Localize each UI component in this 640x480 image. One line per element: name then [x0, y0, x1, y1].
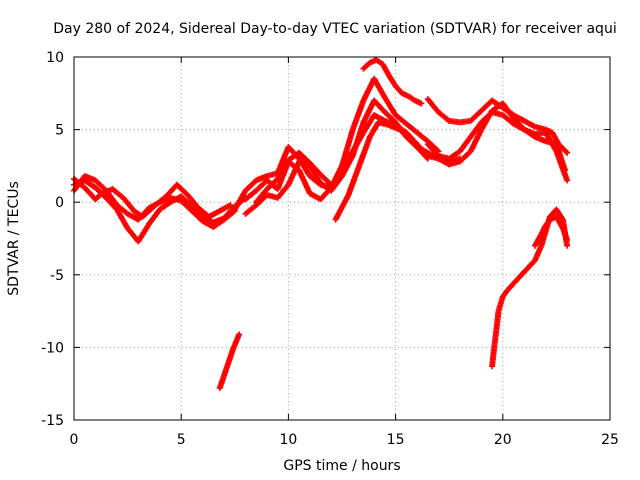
- data-point: [424, 155, 431, 162]
- axis-ticks: 0 5 10 15 20 25 -15 -10 -5 0 5 10: [41, 50, 619, 448]
- data-point: [328, 181, 335, 188]
- y-tick-label: 5: [55, 123, 64, 139]
- x-tick-label: 15: [387, 432, 405, 448]
- x-tick-label: 10: [279, 432, 297, 448]
- y-tick-label: 10: [46, 50, 64, 66]
- data-point: [227, 202, 234, 209]
- y-axis-label: SDTVAR / TECUs: [6, 181, 22, 296]
- chart-title: Day 280 of 2024, Sidereal Day-to-day VTE…: [53, 21, 616, 37]
- data-point-interp: [327, 180, 334, 187]
- x-tick-label: 25: [601, 432, 619, 448]
- data-point: [564, 242, 571, 249]
- x-axis-label: GPS time / hours: [283, 458, 400, 474]
- y-tick-label: -5: [50, 268, 64, 284]
- x-tick-label: 5: [177, 432, 186, 448]
- series-trace-9: [332, 119, 431, 223]
- series-trace-14: [489, 206, 571, 370]
- data-point: [561, 167, 568, 174]
- data-point: [564, 236, 571, 243]
- series-trace-2: [71, 173, 238, 230]
- x-tick-label: 0: [70, 432, 79, 448]
- data-marks: [71, 56, 571, 392]
- data-point: [564, 149, 571, 156]
- series-trace-15: [531, 213, 571, 249]
- data-point: [236, 331, 243, 338]
- series-trace-6: [242, 112, 453, 203]
- y-tick-label: 0: [55, 195, 64, 211]
- series-trace-4: [216, 331, 243, 392]
- data-point: [564, 177, 571, 184]
- y-tick-label: -10: [41, 340, 64, 356]
- series-trace-13: [435, 109, 568, 174]
- series-trace-3: [71, 175, 234, 220]
- data-point: [418, 100, 425, 107]
- series-trace-8: [253, 149, 335, 206]
- series-trace-5: [231, 75, 442, 213]
- x-tick-label: 20: [494, 432, 512, 448]
- plot-frame: [73, 56, 611, 421]
- grid: [74, 57, 610, 420]
- series-trace-10: [360, 56, 425, 107]
- y-tick-label: -15: [41, 413, 64, 429]
